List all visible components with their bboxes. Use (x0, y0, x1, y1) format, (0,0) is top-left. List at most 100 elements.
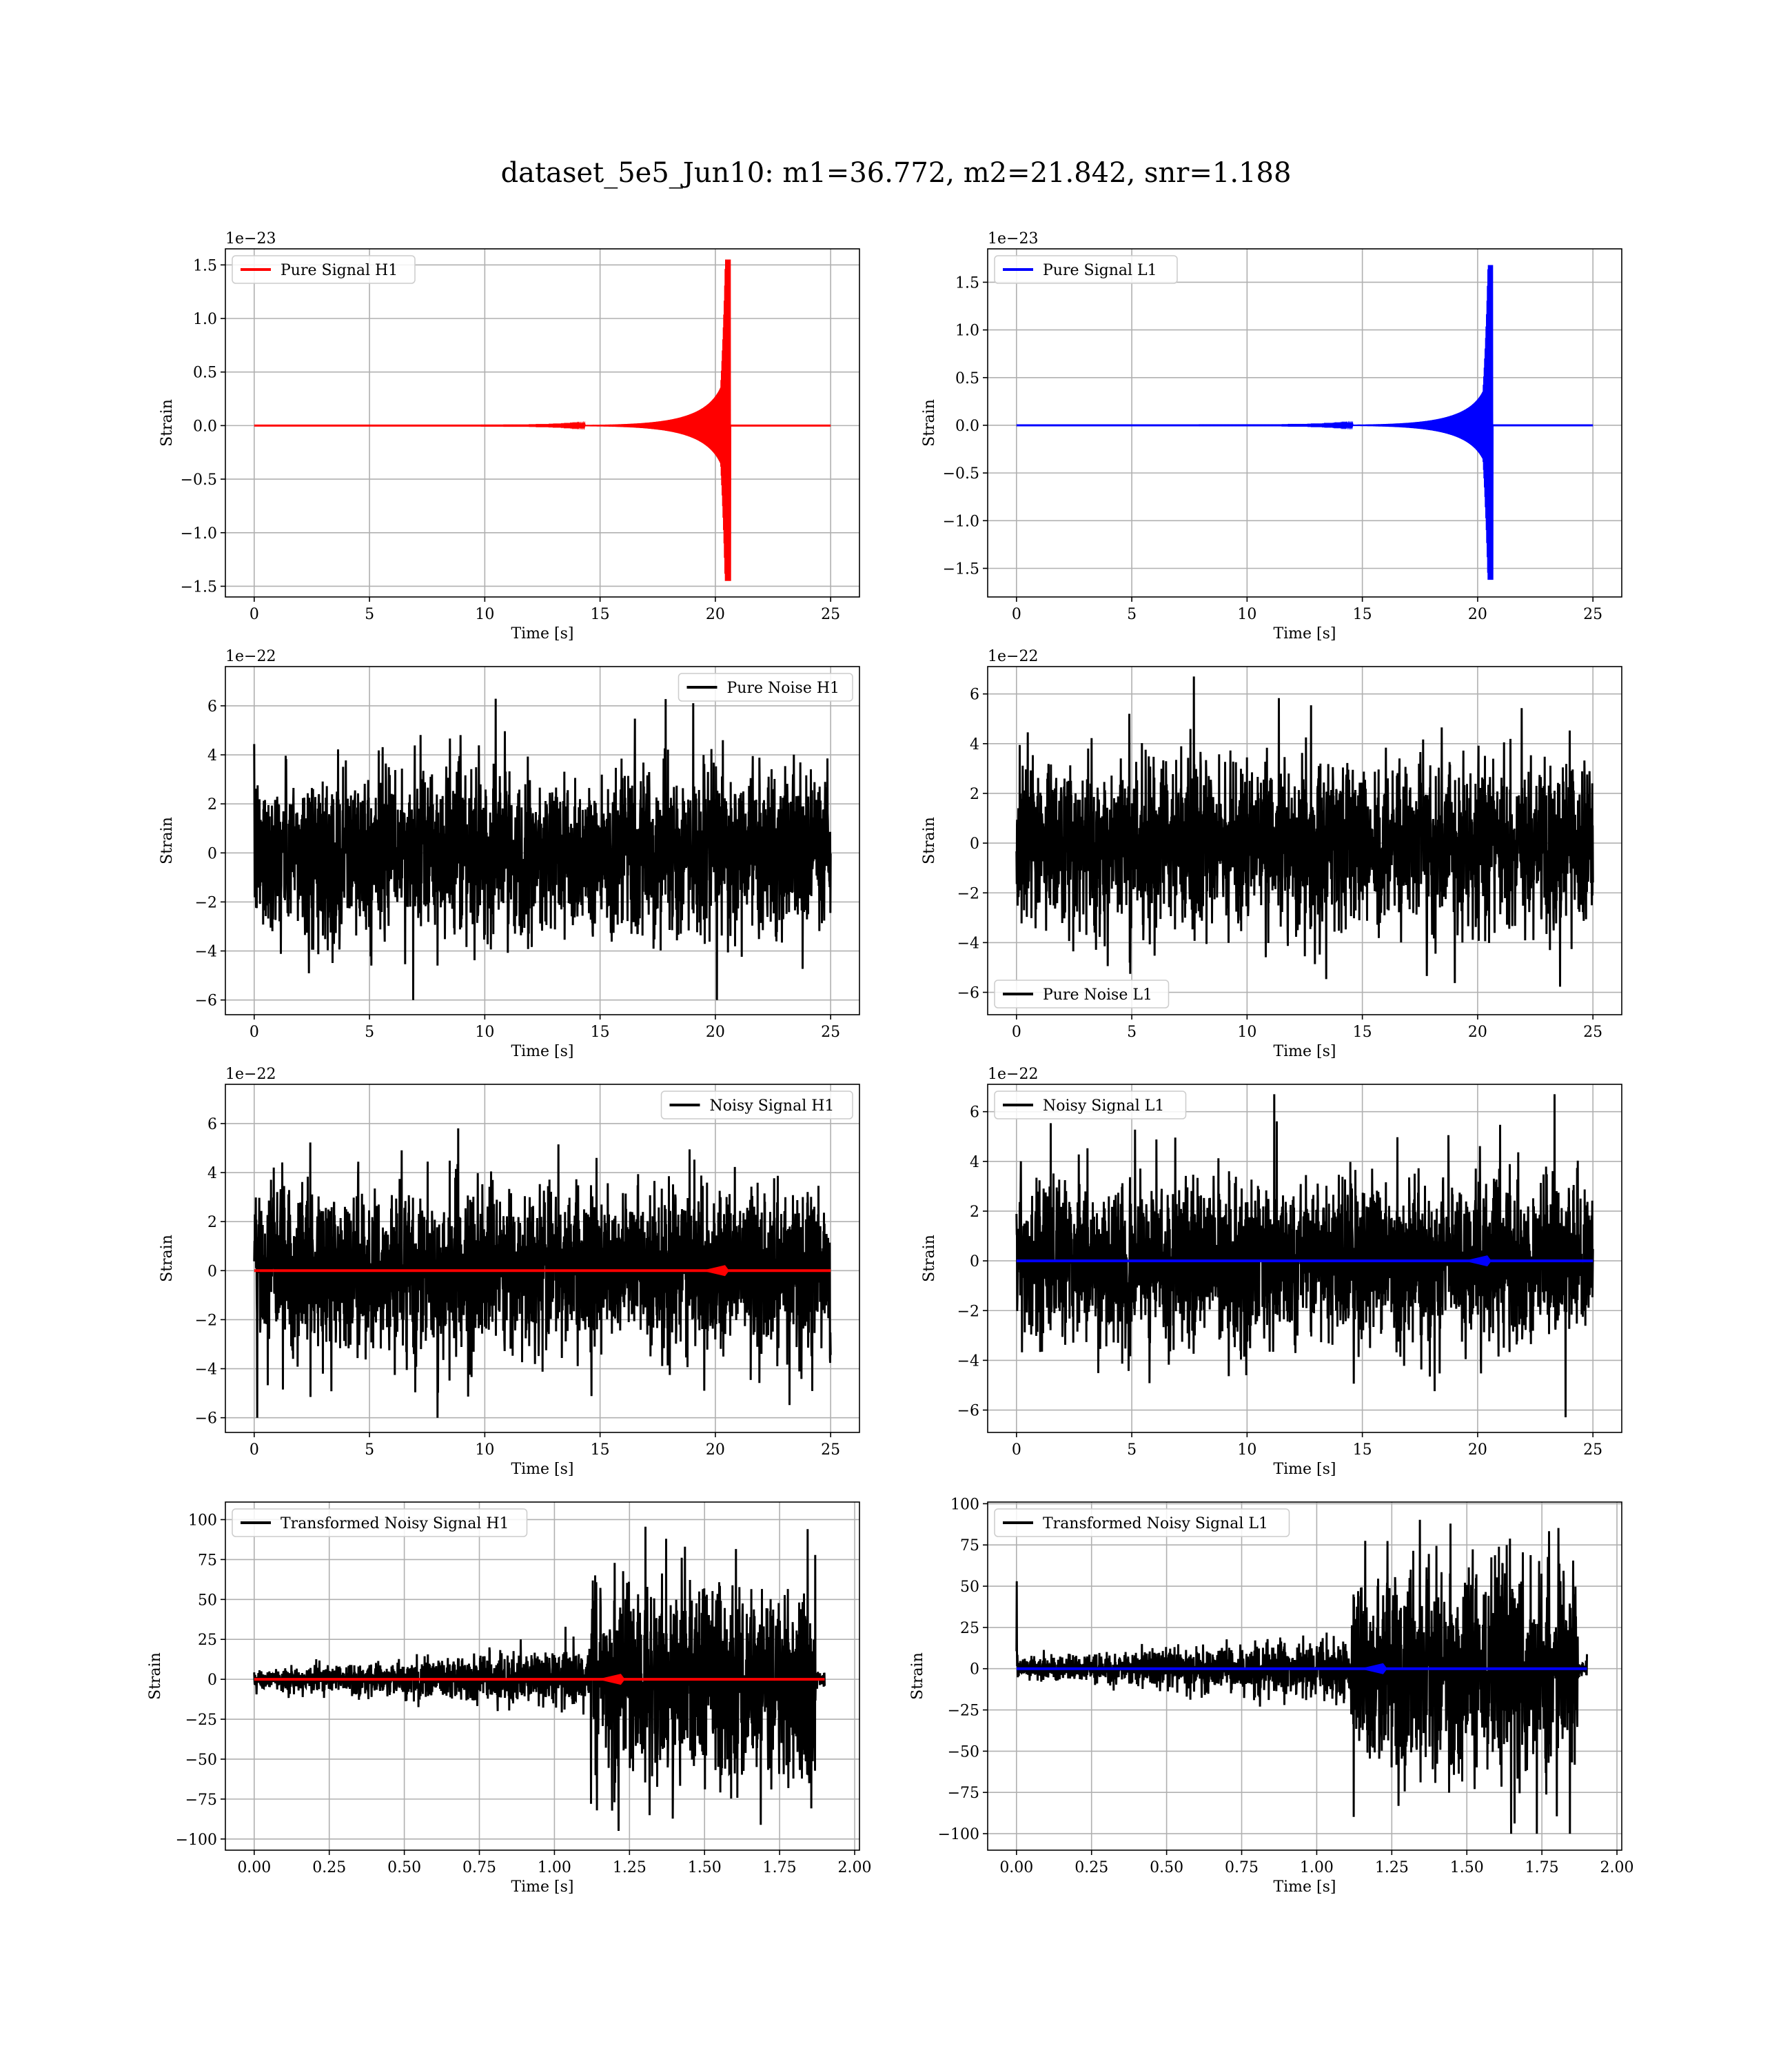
x-tick-label: 0.50 (387, 1859, 421, 1876)
axis-offset-text: 1e−22 (988, 648, 1038, 665)
panel-pure-noise-h1: 0 5 10 15 20 25 −6 −4 −2 0 2 4 6 Time [s] Strain 1e−22 P… (159, 648, 860, 1060)
y-axis-label: Strain (147, 1652, 164, 1700)
y-axis-label: Strain (159, 817, 176, 864)
axis-offset-text: 1e−22 (225, 1066, 276, 1083)
axes-frame (987, 1501, 1622, 1851)
legend-box (994, 1508, 1290, 1537)
y-tick-label: 1.5 (193, 257, 217, 274)
axes-frame (987, 1084, 1622, 1433)
y-axis-label: Strain (159, 399, 176, 447)
x-tick-label: 1.75 (1525, 1859, 1559, 1876)
legend-box (232, 1508, 528, 1537)
legend: Transformed Noisy Signal H1 (232, 1508, 528, 1537)
y-tick-label: 0.0 (193, 418, 217, 435)
merger-mark (701, 1265, 729, 1277)
x-tick-label: 10 (1237, 1441, 1256, 1459)
x-axis-label: Time [s] (1273, 1878, 1336, 1896)
y-tick-label: 25 (960, 1620, 979, 1637)
x-axis-label: Time [s] (1273, 1043, 1336, 1060)
axes-frame (225, 1501, 860, 1851)
y-tick-label: 4 (970, 736, 979, 753)
x-tick-label: 5 (1127, 1441, 1137, 1459)
x-tick-label: 15 (1353, 606, 1372, 623)
x-tick-label: 20 (1468, 606, 1487, 623)
axes-frame (987, 666, 1622, 1015)
transformed-line (253, 1526, 826, 1832)
x-tick-label: 20 (706, 1024, 725, 1041)
y-tick-label: 0 (970, 1253, 979, 1270)
x-tick-label: 1.00 (1300, 1859, 1334, 1876)
x-tick-label: 2.00 (1600, 1859, 1634, 1876)
axis-offset-text: 1e−23 (225, 230, 276, 247)
y-axis-label: Strain (921, 817, 938, 864)
panel-pure-signal-l1: 0 5 10 15 20 25 −1.5 −1.0 −0.5 0.0 0.5 1.0 1.5 Time [… (921, 230, 1622, 642)
y-tick-label: −2 (195, 894, 217, 911)
x-tick-label: 0.25 (1075, 1859, 1108, 1876)
legend-label: Noisy Signal L1 (1043, 1097, 1164, 1115)
y-tick-label: −0.5 (181, 472, 217, 489)
y-tick-label: −6 (195, 993, 217, 1010)
axis-offset-text: 1e−22 (988, 1066, 1038, 1083)
x-tick-label: 15 (591, 606, 610, 623)
x-tick-label: 0.25 (312, 1859, 346, 1876)
legend: Pure Signal L1 (994, 255, 1178, 284)
y-tick-label: 2 (207, 796, 217, 813)
x-tick-label: 2.00 (838, 1859, 872, 1876)
axes-frame (225, 248, 860, 598)
x-tick-label: 25 (821, 1441, 840, 1459)
y-tick-label: −25 (185, 1712, 217, 1729)
axes-frame (987, 248, 1622, 598)
legend-box (660, 1091, 853, 1119)
legend-label: Pure Noise H1 (727, 680, 840, 697)
y-tick-label: 1.5 (955, 274, 979, 292)
legend-label: Pure Noise L1 (1043, 986, 1152, 1004)
legend-box (232, 255, 416, 284)
x-tick-label: 25 (1583, 1441, 1602, 1459)
x-tick-label: 1.00 (538, 1859, 571, 1876)
y-tick-label: 0.5 (193, 365, 217, 382)
y-tick-label: −6 (195, 1410, 217, 1428)
x-tick-label: 25 (821, 606, 840, 623)
x-tick-label: 5 (365, 606, 374, 623)
x-tick-label: 10 (475, 1024, 494, 1041)
noise-line (1015, 676, 1594, 987)
y-tick-label: −4 (957, 935, 979, 952)
y-tick-label: 0 (207, 1672, 217, 1689)
y-tick-label: 25 (198, 1632, 217, 1649)
figure-title: dataset_5e5_Jun10: m1=36.772, m2=21.842,… (500, 157, 1292, 189)
x-tick-label: 0.50 (1150, 1859, 1183, 1876)
y-tick-label: −75 (185, 1792, 217, 1809)
y-tick-label: −100 (938, 1826, 979, 1843)
x-tick-label: 1.50 (688, 1859, 722, 1876)
noise-line (1015, 1094, 1594, 1418)
x-tick-label: 0 (250, 1024, 259, 1041)
legend-label: Transformed Noisy Signal H1 (281, 1515, 509, 1532)
legend-box (994, 980, 1170, 1008)
x-axis-label: Time [s] (511, 1043, 573, 1060)
y-tick-label: 0 (207, 845, 217, 862)
series-group (1015, 1094, 1594, 1418)
x-tick-label: 0 (1012, 1024, 1021, 1041)
legend-label: Pure Signal H1 (281, 262, 398, 279)
legend-box (678, 673, 853, 702)
y-tick-label: −1.5 (181, 578, 217, 596)
x-tick-label: 15 (591, 1024, 610, 1041)
series-group (1015, 1519, 1588, 1834)
y-tick-label: −1.0 (181, 525, 217, 543)
y-tick-label: −100 (176, 1832, 217, 1849)
y-tick-label: 100 (950, 1496, 979, 1513)
panel-noisy-signal-h1: 0 5 10 15 20 25 −6 −4 −2 0 2 4 6 Time [s] Strain 1e−22 N… (159, 1066, 860, 1478)
x-axis-label: Time [s] (511, 1461, 573, 1478)
x-tick-label: 1.25 (1375, 1859, 1409, 1876)
axes-frame (225, 1084, 860, 1433)
x-tick-label: 0 (1012, 1441, 1021, 1459)
axis-offset-text: 1e−23 (988, 230, 1038, 247)
y-tick-label: −4 (195, 1361, 217, 1379)
y-axis-label: Strain (921, 1235, 938, 1282)
x-tick-label: 0 (250, 1441, 259, 1459)
y-tick-label: 0 (207, 1263, 217, 1280)
x-axis-label: Time [s] (1273, 625, 1336, 642)
x-tick-label: 10 (475, 1441, 494, 1459)
x-tick-label: 20 (706, 1441, 725, 1459)
y-tick-label: 6 (970, 1104, 979, 1122)
